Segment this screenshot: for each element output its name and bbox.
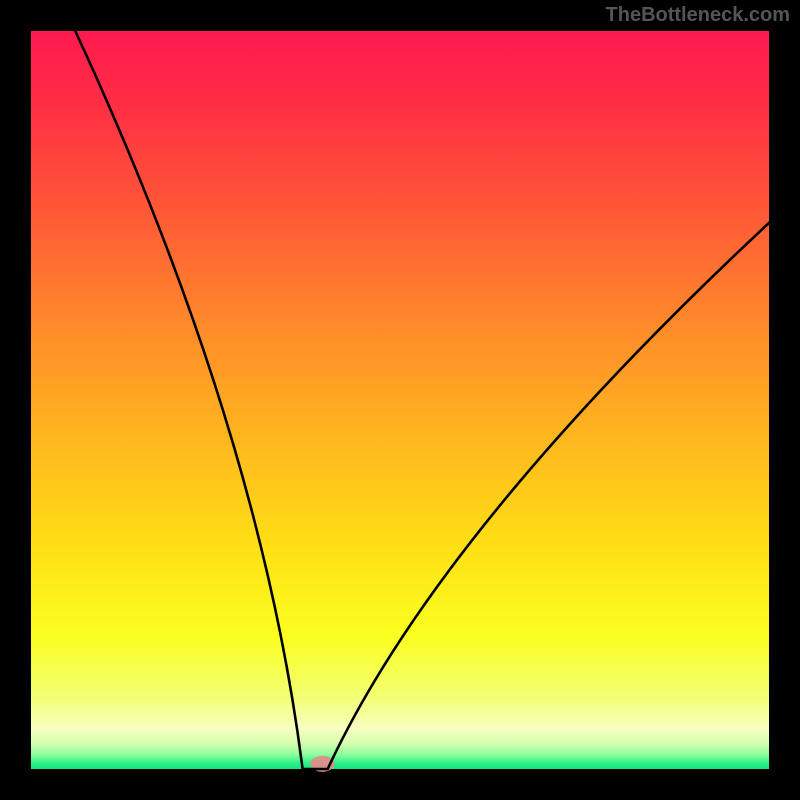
watermark-text: TheBottleneck.com <box>606 4 790 27</box>
chart-svg <box>0 0 800 800</box>
plot-background <box>31 31 769 769</box>
chart-container: TheBottleneck.com <box>0 0 800 800</box>
